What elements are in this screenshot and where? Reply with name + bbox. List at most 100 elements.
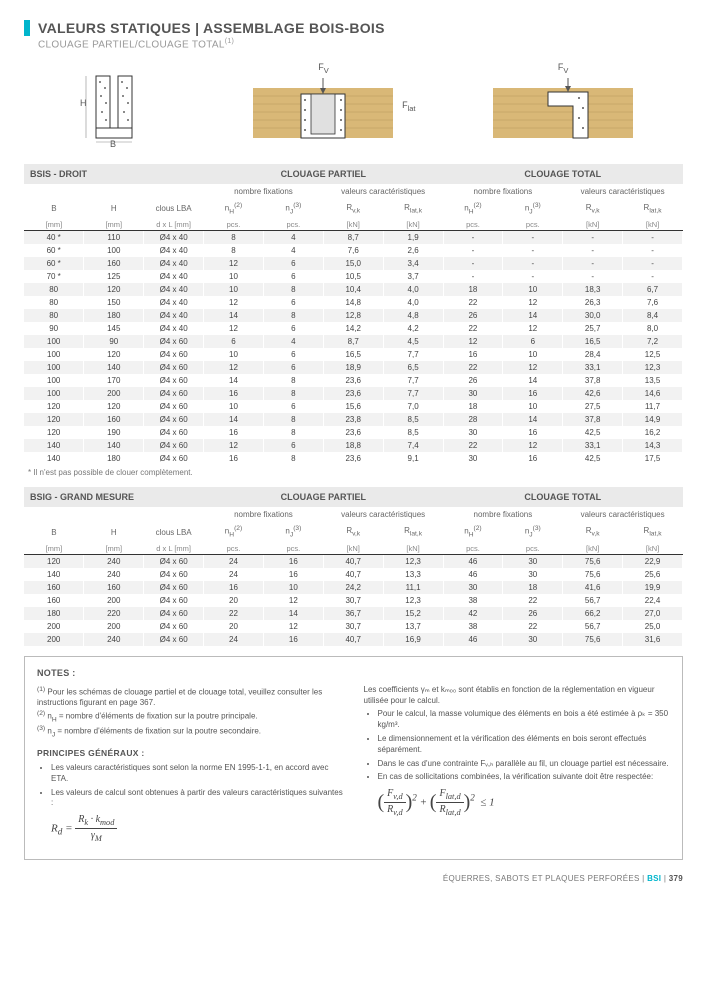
cell: 27,5 [563,400,623,413]
t2u3: d x L [mm] [144,542,204,555]
cell: 8,4 [623,309,683,322]
cell: 16,5 [323,348,383,361]
cell: 12 [204,257,264,270]
cell: 140 [24,452,84,465]
cell: 120 [24,413,84,426]
cell: - [623,244,683,257]
partiel-icon [253,78,393,148]
cell: 24 [204,554,264,568]
t2-b: B [24,522,84,541]
t: = nombre d'éléments de fixation sur la p… [55,727,261,736]
cell: Ø4 x 60 [144,607,204,620]
cell: 16,9 [383,633,443,646]
cell: Ø4 x 60 [144,633,204,646]
u-k2: [kN] [383,218,443,231]
cell: 4,0 [383,296,443,309]
cell: 120 [84,400,144,413]
col-nh1: nH(2) [204,199,264,218]
cell: 14 [204,374,264,387]
page-title: VALEURS STATIQUES | ASSEMBLAGE BOIS-BOIS [38,20,385,36]
cell: 12 [503,361,563,374]
cell: 30 [503,633,563,646]
cell: 16 [263,568,323,581]
fv-sub-2: V [563,66,568,75]
diagram-total: FV [493,62,633,150]
t2-rvk1: Rv,k [323,522,383,541]
cell: 22 [503,620,563,633]
th2-partiel: CLOUAGE PARTIEL [204,487,443,507]
cell: 46 [443,554,503,568]
footer-page: 379 [669,874,683,883]
t2-rlat2: Rlat,k [623,522,683,541]
u-mm1: [mm] [24,218,84,231]
cell: Ø4 x 60 [144,452,204,465]
cell: 240 [84,554,144,568]
cell: 26 [443,374,503,387]
th-partiel: CLOUAGE PARTIEL [204,164,443,184]
cell: 14 [204,309,264,322]
t2u10: [kN] [563,542,623,555]
cell: Ø4 x 60 [144,348,204,361]
cell: 220 [84,607,144,620]
cell: 23,8 [323,413,383,426]
t: = nombre d'éléments de fixation sur la p… [57,712,258,721]
cell: 70 * [24,270,84,283]
cell: 30 [503,568,563,581]
nj-s: J [290,208,293,215]
pr-1: Pour le calcul, la masse volumique des é… [378,709,671,731]
subtitle-text: CLOUAGE PARTIEL/CLOUAGE TOTAL [38,39,225,50]
pl-1: Les valeurs de calcul sont obtenues à pa… [51,788,344,810]
cell: - [443,270,503,283]
cell: 7,2 [623,335,683,348]
cell: 28 [443,413,503,426]
cell: 22 [443,296,503,309]
t2-nh1: nH(2) [204,522,264,541]
x: (3) [293,525,301,532]
cell: 6 [263,257,323,270]
cell: 23,6 [323,426,383,439]
cell: 12 [503,322,563,335]
cell: 26 [443,309,503,322]
cell: 7,6 [323,244,383,257]
formula-check: ( Fv,d Rv,d )2 + ( Flat,d Rlat,d )2 ≤ 1 [378,787,671,818]
cell: 12,3 [383,594,443,607]
t2-nj2: nJ(3) [503,522,563,541]
cell: 22 [443,439,503,452]
f: lat,d [446,792,461,801]
cell: 8 [263,387,323,400]
cell: 16 [263,633,323,646]
cell: 33,1 [563,439,623,452]
col-nh2: nH(2) [443,199,503,218]
table-row: 140140Ø4 x 6012618,87,4221233,114,3 [24,439,683,452]
subtitle-sup: (1) [225,38,234,45]
u-p1: pcs. [204,218,264,231]
cell: 13,3 [383,568,443,581]
cell: 200 [84,594,144,607]
cell: 8,7 [323,231,383,245]
cell: 16 [204,581,264,594]
cell: 30 [443,581,503,594]
x: H [229,532,234,539]
t2-val1: valeurs caractéristiques [323,507,443,522]
t2-val2: valeurs caractéristiques [563,507,683,522]
t2u6: [kN] [323,542,383,555]
cell: 14 [503,309,563,322]
r2vk-s: v,k [592,208,600,215]
cell: 24 [204,568,264,581]
x: J [290,532,293,539]
cell: 18,3 [563,283,623,296]
cell: 7,6 [623,296,683,309]
cell: - [563,244,623,257]
label-H: H [80,98,87,108]
t2u8: pcs. [443,542,503,555]
cell: 80 [24,296,84,309]
cell: 10 [204,283,264,296]
t2u7: [kN] [383,542,443,555]
cell: 120 [84,283,144,296]
pr-3: Dans le cas d'une contrainte Fᵥ,ₕ parall… [378,759,671,770]
cell: - [563,257,623,270]
cell: 100 [24,361,84,374]
cell: 26 [503,607,563,620]
table-row: 60 *100Ø4 x 40847,62,6---- [24,244,683,257]
cell: 40,7 [323,568,383,581]
